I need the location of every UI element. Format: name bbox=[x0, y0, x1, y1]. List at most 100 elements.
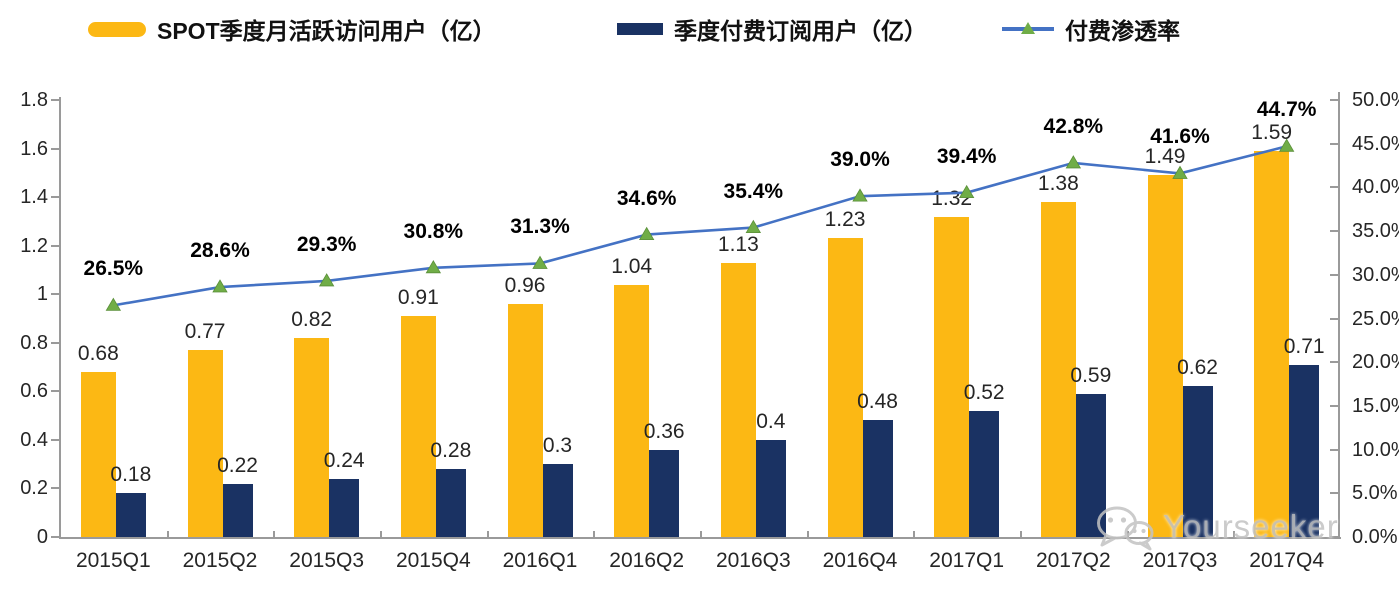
mau-value-label: 1.32 bbox=[931, 186, 973, 210]
watermark: Yourseeker bbox=[1093, 503, 1339, 551]
x-axis-label: 2016Q1 bbox=[502, 549, 578, 572]
right-axis-tick-label: 20.0% bbox=[1352, 351, 1399, 374]
legend-item-mau: SPOT季度月活跃访问用户（亿） bbox=[88, 16, 496, 44]
mau-value-label: 0.96 bbox=[504, 273, 546, 297]
x-axis-tick bbox=[806, 531, 809, 537]
mau-value-label: 0.68 bbox=[77, 341, 119, 365]
x-axis-label: 2017Q2 bbox=[1035, 549, 1111, 572]
penetration-marker bbox=[212, 279, 228, 293]
mau-bar bbox=[187, 350, 223, 537]
right-axis-tick bbox=[1330, 404, 1338, 407]
penetration-marker bbox=[1065, 155, 1082, 169]
subscriber-bar bbox=[1075, 393, 1106, 537]
legend-item-subscribers: 季度付费订阅用户（亿） bbox=[617, 16, 927, 44]
right-axis-tick bbox=[1330, 536, 1338, 538]
right-axis-tick bbox=[1330, 142, 1338, 145]
subscriber-value-label: 0.71 bbox=[1283, 334, 1325, 358]
left-axis-tick-label: 0 bbox=[36, 526, 48, 548]
subscriber-value-label: 0.36 bbox=[643, 419, 685, 443]
mau-bar bbox=[507, 303, 543, 537]
mau-bar bbox=[614, 284, 650, 537]
x-axis-tick bbox=[380, 531, 382, 537]
left-axis-tick bbox=[51, 438, 59, 441]
penetration-label: 39.0% bbox=[830, 148, 890, 172]
penetration-polyline bbox=[113, 145, 1287, 307]
subscriber-value-label: 0.3 bbox=[542, 434, 573, 458]
right-axis-tick-label: 30.0% bbox=[1352, 263, 1399, 286]
x-axis-tick bbox=[1020, 531, 1022, 537]
left-axis-tick-label: 0.4 bbox=[20, 428, 48, 451]
subscriber-value-label: 0.18 bbox=[110, 463, 152, 487]
subscriber-bar bbox=[115, 493, 146, 537]
penetration-label: 41.6% bbox=[1150, 125, 1210, 149]
penetration-marker bbox=[745, 219, 762, 234]
mau-value-label: 1.59 bbox=[1251, 120, 1293, 144]
mau-bar bbox=[720, 262, 756, 537]
left-axis-tick-label: 1.6 bbox=[20, 137, 48, 160]
penetration-marker bbox=[318, 273, 335, 287]
left-axis-tick-label: 0.2 bbox=[20, 477, 48, 500]
right-axis-tick bbox=[1330, 448, 1338, 451]
subscriber-bar bbox=[329, 478, 360, 537]
penetration-label: 28.6% bbox=[190, 239, 250, 263]
mau-bar bbox=[294, 337, 330, 537]
penetration-label: 42.8% bbox=[1043, 114, 1104, 138]
x-axis-tick bbox=[913, 531, 916, 537]
mau-bar bbox=[827, 238, 863, 537]
left-axis-tick-label: 1.8 bbox=[20, 89, 48, 111]
x-axis-tick bbox=[486, 531, 489, 537]
left-axis-tick bbox=[51, 244, 59, 247]
left-axis-tick bbox=[51, 390, 59, 393]
subscriber-value-label: 0.24 bbox=[323, 448, 365, 472]
right-axis-tick bbox=[1330, 230, 1338, 233]
penetration-marker bbox=[638, 226, 655, 240]
subscriber-bar bbox=[649, 449, 680, 537]
legend-label-penetration: 付费渗透率 bbox=[1065, 18, 1180, 44]
mau-value-label: 1.23 bbox=[824, 208, 866, 232]
right-axis-tick bbox=[1330, 361, 1338, 364]
penetration-line-swatch-icon bbox=[1002, 22, 1054, 36]
penetration-label: 29.3% bbox=[296, 232, 357, 256]
left-axis-tick-label: 0.6 bbox=[20, 380, 48, 403]
legend-item-penetration: 付费渗透率 bbox=[1002, 16, 1180, 44]
right-axis-tick-label: 50.0% bbox=[1352, 89, 1399, 111]
penetration-label: 44.7% bbox=[1256, 98, 1317, 122]
penetration-label: 34.6% bbox=[616, 186, 677, 210]
mau-bar-swatch-icon bbox=[88, 21, 146, 37]
mau-value-label: 0.77 bbox=[184, 320, 226, 344]
penetration-marker bbox=[105, 297, 122, 311]
left-axis-tick bbox=[51, 99, 59, 101]
mau-bar bbox=[934, 216, 970, 537]
mau-value-label: 0.91 bbox=[397, 286, 439, 310]
right-axis-tick-label: 5.0% bbox=[1352, 482, 1398, 505]
subscriber-bar bbox=[222, 483, 253, 537]
mau-bar bbox=[400, 316, 436, 537]
x-axis-tick bbox=[166, 531, 169, 537]
subscriber-bar bbox=[542, 464, 573, 537]
x-axis-label: 2015Q4 bbox=[395, 549, 471, 572]
right-axis-tick-label: 25.0% bbox=[1352, 307, 1399, 330]
left-axis-tick bbox=[51, 147, 59, 150]
penetration-label: 31.3% bbox=[510, 215, 570, 239]
subscriber-bar bbox=[969, 410, 1000, 537]
mau-value-label: 1.13 bbox=[717, 232, 759, 256]
subscriber-bar-swatch-icon bbox=[617, 23, 663, 35]
penetration-marker bbox=[532, 255, 548, 269]
left-axis-tick bbox=[51, 341, 59, 344]
subscriber-value-label: 0.22 bbox=[217, 453, 258, 477]
x-axis-label: 2016Q3 bbox=[715, 549, 791, 572]
right-axis-tick-label: 0.0% bbox=[1352, 526, 1398, 548]
right-axis-tick-label: 40.0% bbox=[1352, 176, 1399, 199]
mau-value-label: 1.04 bbox=[611, 254, 653, 278]
right-axis-tick-label: 15.0% bbox=[1352, 394, 1399, 417]
right-axis-line bbox=[1338, 92, 1340, 539]
left-axis-tick-label: 1.4 bbox=[20, 186, 48, 209]
subscriber-value-label: 0.62 bbox=[1177, 356, 1218, 380]
penetration-label: 35.4% bbox=[723, 179, 784, 203]
x-axis-line bbox=[59, 537, 1341, 539]
watermark-text: Yourseeker bbox=[1163, 508, 1339, 545]
x-axis-label: 2015Q2 bbox=[182, 549, 258, 572]
subscriber-value-label: 0.4 bbox=[756, 409, 786, 433]
left-axis-tick-label: 1 bbox=[36, 283, 48, 306]
right-axis-tick bbox=[1330, 99, 1338, 101]
